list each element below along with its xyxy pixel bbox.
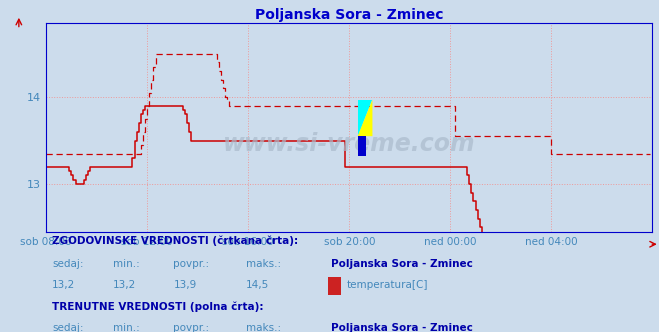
Bar [328, 277, 341, 295]
Bar [358, 136, 366, 156]
Text: Poljanska Sora - Zminec: Poljanska Sora - Zminec [331, 323, 473, 332]
Text: povpr.:: povpr.: [173, 259, 210, 269]
Polygon shape [358, 100, 372, 136]
Text: 14,5: 14,5 [246, 280, 270, 290]
Text: 13,2: 13,2 [113, 280, 136, 290]
Text: povpr.:: povpr.: [173, 323, 210, 332]
Text: 13,2: 13,2 [52, 280, 75, 290]
Text: ZGODOVINSKE VREDNOSTI (črtkana črta):: ZGODOVINSKE VREDNOSTI (črtkana črta): [52, 236, 299, 246]
Text: sedaj:: sedaj: [52, 259, 84, 269]
Text: 13,9: 13,9 [173, 280, 196, 290]
Text: maks.:: maks.: [246, 323, 281, 332]
Text: temperatura[C]: temperatura[C] [346, 280, 428, 290]
Title: Poljanska Sora - Zminec: Poljanska Sora - Zminec [255, 8, 444, 22]
Text: min.:: min.: [113, 323, 140, 332]
Text: maks.:: maks.: [246, 259, 281, 269]
Text: www.si-vreme.com: www.si-vreme.com [223, 132, 476, 156]
Text: TRENUTNE VREDNOSTI (polna črta):: TRENUTNE VREDNOSTI (polna črta): [52, 301, 264, 312]
Text: min.:: min.: [113, 259, 140, 269]
Polygon shape [358, 100, 372, 136]
Text: Poljanska Sora - Zminec: Poljanska Sora - Zminec [331, 259, 473, 269]
Text: sedaj:: sedaj: [52, 323, 84, 332]
